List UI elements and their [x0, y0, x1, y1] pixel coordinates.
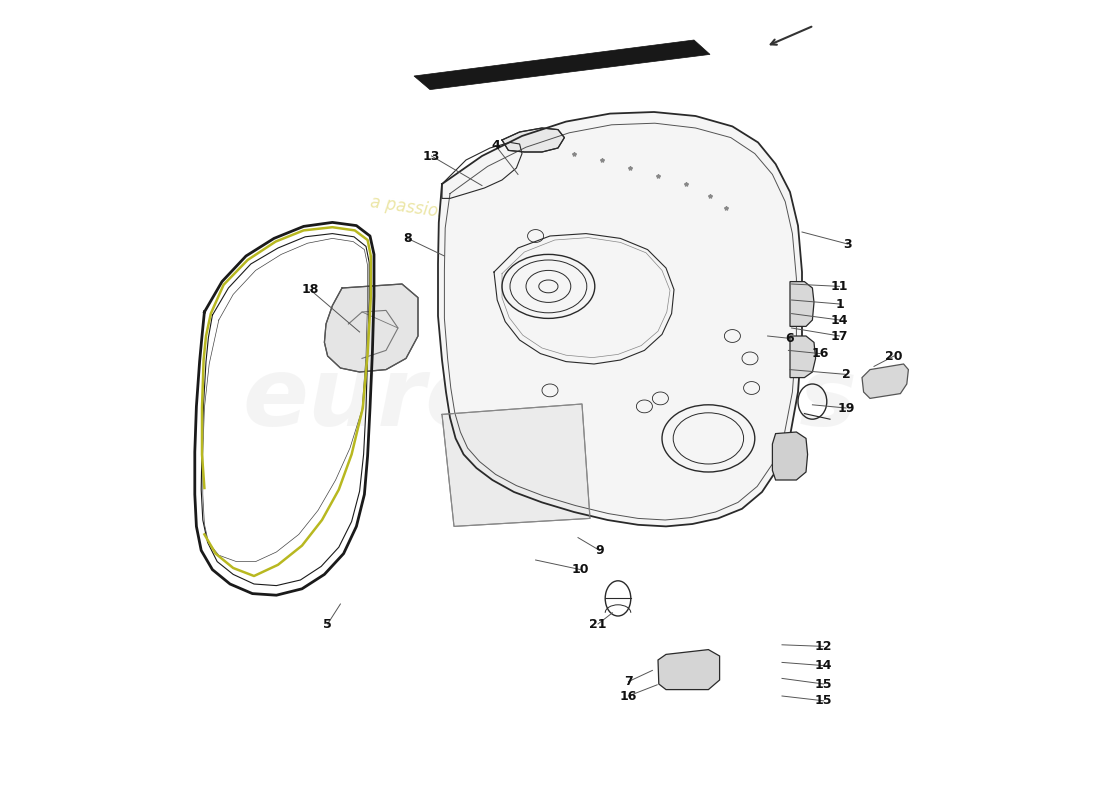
Text: eurospares: eurospares: [242, 354, 858, 446]
Polygon shape: [658, 650, 719, 690]
Text: 16: 16: [812, 347, 829, 360]
Text: 14: 14: [830, 314, 848, 326]
Text: 19: 19: [837, 402, 855, 414]
Text: 3: 3: [844, 238, 851, 250]
Text: 20: 20: [886, 350, 903, 362]
Text: 7: 7: [624, 675, 632, 688]
Polygon shape: [414, 40, 710, 90]
Text: 9: 9: [595, 544, 604, 557]
Text: a passion for performance since 1985: a passion for performance since 1985: [368, 193, 683, 255]
Text: 2: 2: [842, 368, 850, 381]
Polygon shape: [862, 364, 909, 398]
Polygon shape: [324, 284, 418, 372]
Text: 10: 10: [572, 563, 590, 576]
Polygon shape: [772, 432, 807, 480]
Text: 17: 17: [830, 330, 848, 342]
Text: 4: 4: [492, 139, 500, 152]
Text: 6: 6: [785, 332, 794, 345]
Text: 15: 15: [815, 678, 833, 690]
Polygon shape: [790, 336, 815, 378]
Text: 15: 15: [815, 694, 833, 707]
Text: 16: 16: [619, 690, 637, 702]
Text: 8: 8: [404, 232, 411, 245]
Text: 1: 1: [835, 298, 844, 310]
Polygon shape: [442, 404, 590, 526]
Polygon shape: [438, 112, 802, 526]
Polygon shape: [790, 282, 814, 326]
Text: 5: 5: [323, 618, 332, 630]
Polygon shape: [502, 128, 564, 152]
Text: 14: 14: [815, 659, 833, 672]
Text: 11: 11: [830, 280, 848, 293]
Text: 21: 21: [590, 618, 607, 630]
Text: 13: 13: [422, 150, 440, 162]
Text: 18: 18: [301, 283, 319, 296]
Text: 12: 12: [815, 640, 833, 653]
